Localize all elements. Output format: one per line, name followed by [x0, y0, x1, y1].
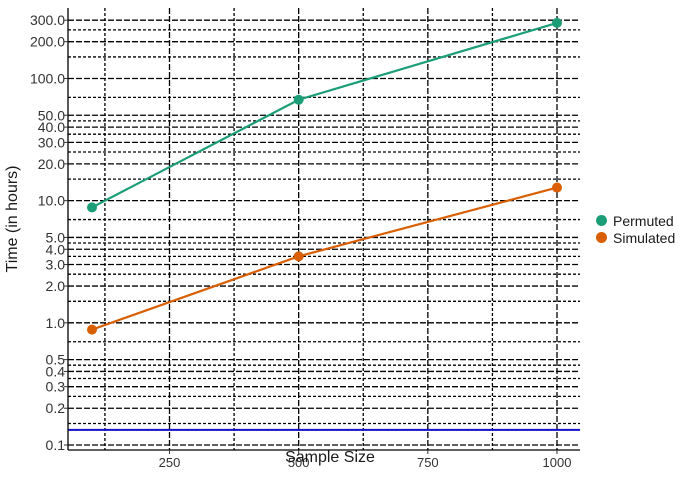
y-tick-label: 0.3: [46, 379, 66, 395]
y-tick-label: 100.0: [30, 70, 65, 86]
legend-label-permuted: Permuted: [613, 212, 674, 229]
data-point-permuted: [552, 17, 562, 28]
data-point-permuted: [87, 202, 97, 213]
y-tick-label: 2.0: [46, 278, 66, 294]
series-group: [87, 17, 562, 335]
y-tick-label: 0.2: [46, 400, 66, 416]
y-tick-label: 5.0: [46, 229, 66, 245]
data-point-permuted: [293, 94, 304, 105]
grid-lines: [68, 8, 580, 450]
y-tick-label: 1.0: [46, 315, 66, 331]
x-axis-label: Sample Size: [285, 449, 375, 466]
x-tick-label: 750: [417, 455, 439, 470]
y-tick-label: 3.0: [46, 257, 66, 273]
y-tick-label: 300.0: [30, 12, 65, 28]
legend-swatch-simulated: [596, 232, 607, 243]
y-tick-label: 4.0: [46, 241, 66, 257]
y-tick-label: 0.5: [46, 352, 66, 368]
y-tick-label: 50.0: [38, 107, 65, 123]
y-tick-label: 200.0: [30, 34, 65, 50]
legend-item-permuted: Permuted: [596, 212, 675, 229]
legend-label-simulated: Simulated: [613, 229, 676, 246]
data-point-simulated: [552, 182, 562, 193]
series-line-simulated: [91, 186, 558, 331]
data-point-simulated: [293, 251, 304, 262]
y-tick-label: 20.0: [38, 156, 65, 172]
x-tick-label: 1000: [543, 455, 572, 470]
y-tick-label: 10.0: [38, 193, 65, 209]
legend-swatch-permuted: [596, 215, 607, 226]
axes-group: 0.1 0.2 0.30.40.5 1.0 2.0 3.04.05.0 10.0 20.0 30…: [30, 8, 580, 470]
x-tick-label: 500: [288, 455, 310, 470]
y-tick-label: 0.1: [46, 437, 66, 453]
y-tick-label: 30.0: [38, 134, 65, 150]
y-tick-label: 40.0: [38, 119, 65, 135]
y-tick-label: 0.4: [46, 363, 66, 379]
x-tick-label: 250: [159, 455, 181, 470]
legend-item-simulated: Simulated: [596, 229, 675, 246]
y-axis-label: Time (in hours): [4, 166, 21, 273]
data-point-simulated: [87, 324, 97, 335]
legend: Permuted Simulated: [596, 212, 675, 246]
